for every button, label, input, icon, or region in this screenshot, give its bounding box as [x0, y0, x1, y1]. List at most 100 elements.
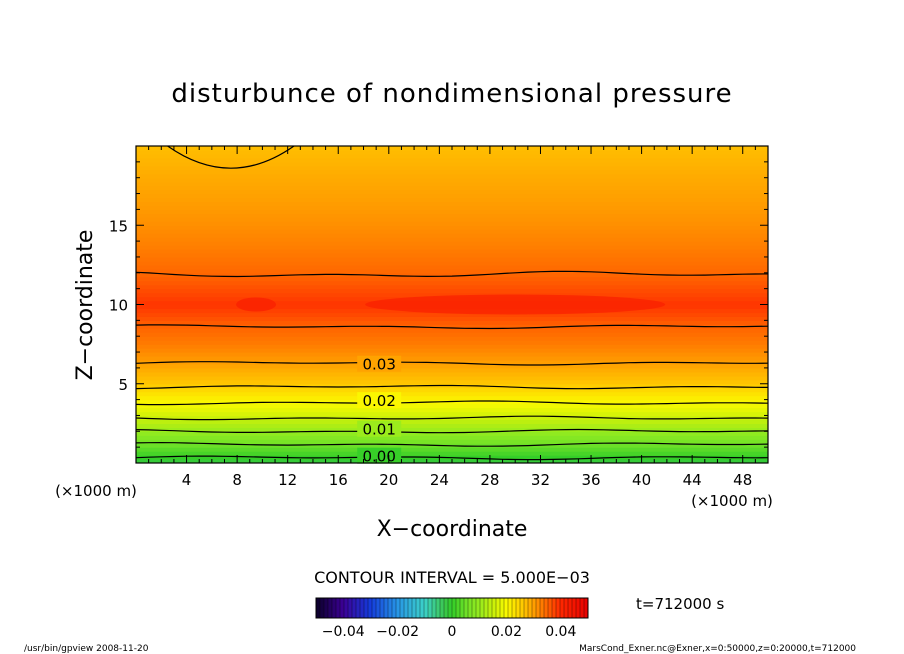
footer-right: MarsCond_Exner.nc@Exner,x=0:50000,z=0:20… — [579, 644, 856, 654]
colorbar-cell — [512, 598, 517, 618]
colorbar-cell — [420, 598, 425, 618]
field-band — [136, 356, 768, 361]
x-tick-label: 36 — [581, 471, 600, 489]
colorbar-cell — [404, 598, 409, 618]
colorbar-cell — [416, 598, 421, 618]
x-tick-label: 20 — [379, 471, 398, 489]
colorbar-cell — [496, 598, 501, 618]
colorbar — [315, 598, 589, 618]
colorbar-cell — [560, 598, 565, 618]
y-axis-ticks: 5 10 15 — [109, 145, 768, 464]
x-tick-label: 48 — [733, 471, 752, 489]
field-band — [136, 367, 768, 373]
field-band — [136, 161, 768, 167]
x-tick-label: 28 — [480, 471, 499, 489]
x-tick-label: 8 — [232, 471, 242, 489]
colorbar-cell — [520, 598, 525, 618]
x-tick-label: 40 — [632, 471, 651, 489]
x-tick-label: 4 — [182, 471, 192, 489]
field-band — [136, 336, 768, 341]
field-band — [136, 352, 768, 357]
field-band — [136, 403, 768, 409]
field-band — [136, 229, 768, 234]
field-band — [136, 268, 768, 274]
contour-line — [136, 441, 768, 447]
field-band — [136, 201, 768, 207]
colorbar-cell — [436, 598, 441, 618]
colorbar-cell — [508, 598, 513, 618]
field-band — [136, 252, 768, 258]
field-band — [136, 375, 768, 381]
contour-line — [136, 361, 768, 366]
colorbar-cell — [448, 598, 453, 618]
colorbar-tick-label: −0.04 — [322, 624, 365, 640]
colorbar-tick-label: 0.04 — [545, 624, 576, 640]
field-band — [136, 379, 768, 385]
colorbar-cell — [432, 598, 437, 618]
x-axis-ticks: 4 8 12 16 20 24 28 32 36 40 44 48 — [135, 146, 769, 489]
colorbar-cell — [516, 598, 521, 618]
colorbar-cell — [348, 598, 353, 618]
field-band — [136, 256, 768, 262]
field-band — [136, 427, 768, 432]
field-band — [136, 276, 768, 282]
colorbar-cell — [576, 598, 581, 618]
colorbar-cell — [468, 598, 473, 618]
field-band — [136, 292, 768, 298]
field-band — [136, 157, 768, 163]
field-band — [136, 205, 768, 210]
colorbar-tick-labels: −0.04 −0.02 0 0.02 0.04 — [322, 624, 577, 640]
colorbar-cell — [424, 598, 429, 618]
colorbar-cell — [452, 598, 457, 618]
field-band — [136, 328, 768, 333]
contour-lines — [136, 146, 768, 461]
colorbar-cell — [392, 598, 397, 618]
contour-interval-text: CONTOUR INTERVAL = 5.000E−03 — [314, 568, 590, 587]
field-band — [136, 260, 768, 266]
colorbar-cell — [376, 598, 381, 618]
colorbar-cell — [336, 598, 341, 618]
field-band — [136, 245, 768, 250]
contour-label: 0.01 — [362, 421, 395, 439]
x-tick-label: 12 — [278, 471, 297, 489]
colorbar-cell — [328, 598, 333, 618]
contour-label-bg — [357, 355, 402, 372]
colorbar-cell — [364, 598, 369, 618]
field-band — [136, 241, 768, 246]
contour-label-bg — [357, 392, 402, 409]
field-core — [365, 294, 666, 315]
field-band — [136, 149, 768, 155]
colorbar-cell — [556, 598, 561, 618]
y-tick-label: 5 — [118, 376, 128, 394]
field-band — [136, 189, 768, 195]
colorbar-cell — [428, 598, 433, 618]
field-band — [136, 324, 768, 329]
field-band — [136, 193, 768, 199]
colorbar-cell — [504, 598, 509, 618]
colorbar-cell — [372, 598, 377, 618]
colorbar-cell — [352, 598, 357, 618]
x-axis-label: X−coordinate — [377, 517, 528, 542]
colorbar-cell — [460, 598, 465, 618]
field-band — [136, 249, 768, 254]
field-band — [136, 312, 768, 317]
colorbar-cell — [316, 598, 321, 618]
colorbar-cell — [540, 598, 545, 618]
field-band — [136, 447, 768, 452]
field-band — [136, 221, 768, 226]
x-tick-label: 24 — [430, 471, 449, 489]
colorbar-cell — [536, 598, 541, 618]
footer-left: /usr/bin/gpview 2008-11-20 — [24, 644, 149, 654]
field-band — [136, 316, 768, 321]
colorbar-cell — [396, 598, 401, 618]
field-band — [136, 320, 768, 325]
field-band — [136, 435, 768, 440]
field-core — [236, 297, 277, 312]
colorbar-cell — [388, 598, 393, 618]
field-band — [136, 419, 768, 424]
colorbar-cell — [340, 598, 345, 618]
y-tick-label: 15 — [109, 217, 128, 235]
contour-line — [136, 428, 768, 434]
contour-label: 0.00 — [362, 448, 395, 466]
colorbar-cell — [344, 598, 349, 618]
